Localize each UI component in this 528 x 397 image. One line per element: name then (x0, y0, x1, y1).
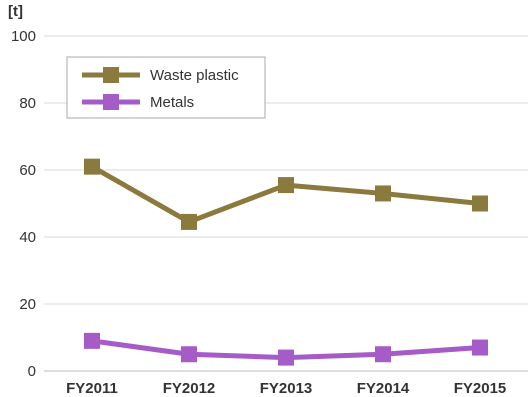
y-axis-tick-labels: 0 20 40 60 80 100 (11, 28, 36, 380)
x-tick-label-fy2013: FY2013 (260, 380, 313, 397)
data-point-metals-fy2014 (375, 346, 391, 363)
y-tick-label-40: 40 (19, 229, 36, 246)
legend-box (66, 56, 266, 119)
y-tick-label-0: 0 (28, 363, 36, 380)
y-tick-label-60: 60 (19, 162, 36, 179)
series-layer (84, 158, 488, 366)
y-axis-unit-label: [t] (8, 3, 23, 20)
x-tick-label-fy2012: FY2012 (163, 380, 216, 397)
data-point-waste-plastic-fy2015 (472, 195, 488, 212)
y-tick-label-80: 80 (19, 95, 36, 112)
y-tick-label-100: 100 (11, 28, 36, 45)
x-tick-label-fy2014: FY2014 (357, 380, 410, 397)
data-point-metals-fy2013 (278, 349, 294, 366)
legend-swatch-marker-metals (103, 94, 119, 110)
legend-label-metals: Metals (150, 94, 194, 111)
y-tick-label-20: 20 (19, 296, 36, 313)
x-tick-label-fy2011: FY2011 (66, 380, 118, 397)
data-point-waste-plastic-fy2012 (181, 213, 197, 230)
data-point-metals-fy2015 (472, 339, 488, 356)
data-point-waste-plastic-fy2013 (278, 177, 294, 194)
data-point-metals-fy2011 (84, 332, 100, 349)
x-tick-label-fy2015: FY2015 (454, 380, 507, 397)
legend-label-waste-plastic: Waste plastic (150, 67, 239, 84)
data-point-metals-fy2012 (181, 346, 197, 363)
legend: Waste plastic Metals (66, 56, 266, 119)
series-line-waste-plastic (90, 164, 481, 225)
x-axis-tick-labels: FY2011 FY2012 FY2013 FY2014 FY2015 (66, 380, 506, 397)
data-point-waste-plastic-fy2011 (84, 158, 100, 175)
legend-swatch-marker-waste-plastic (103, 67, 119, 83)
data-point-waste-plastic-fy2014 (375, 185, 391, 202)
